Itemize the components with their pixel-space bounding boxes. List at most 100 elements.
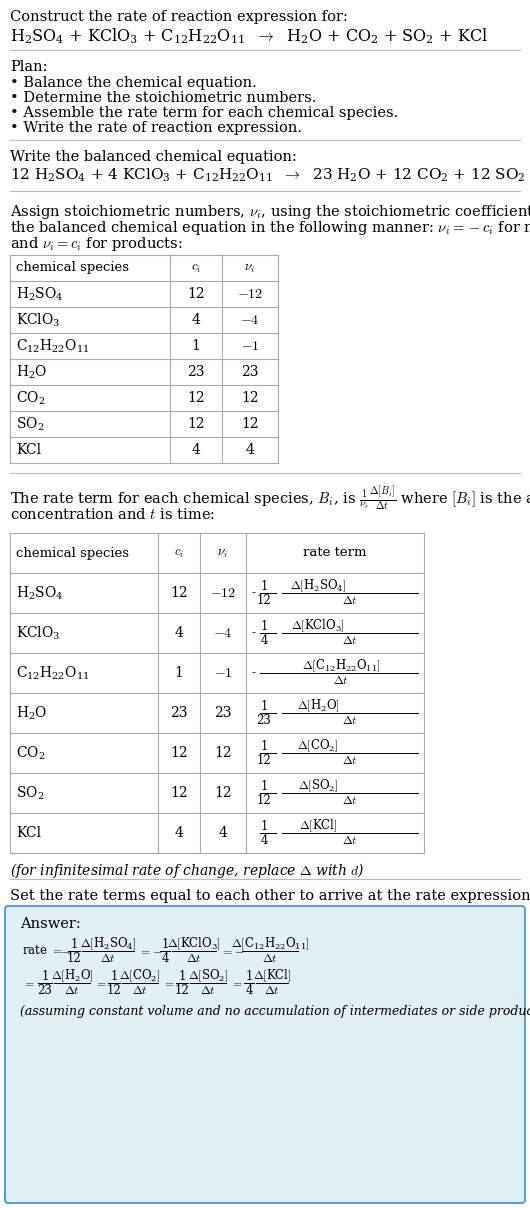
Text: $-1$: $-1$ [214, 666, 232, 680]
Text: $=$: $=$ [138, 945, 151, 958]
Text: • Assemble the rate term for each chemical species.: • Assemble the rate term for each chemic… [10, 106, 398, 120]
Text: 12: 12 [107, 983, 121, 997]
Text: $=$: $=$ [22, 976, 34, 989]
Text: $\mathregular{H_2O}$: $\mathregular{H_2O}$ [16, 364, 47, 381]
Text: $\Delta[\mathregular{C_{12}H_{22}O_{11}}]$: $\Delta[\mathregular{C_{12}H_{22}O_{11}}… [231, 936, 310, 952]
Text: $\Delta[\mathregular{C_{12}H_{22}O_{11}}]$: $\Delta[\mathregular{C_{12}H_{22}O_{11}}… [302, 658, 381, 674]
Text: 12: 12 [170, 586, 188, 600]
Text: 1: 1 [178, 970, 186, 982]
Text: $\Delta t$: $\Delta t$ [64, 983, 80, 997]
Text: $-$: $-$ [60, 945, 70, 958]
Text: $-4$: $-4$ [213, 626, 233, 640]
Text: $-$: $-$ [152, 945, 162, 958]
Text: 1: 1 [260, 580, 268, 592]
Text: $-$: $-$ [234, 945, 244, 958]
Text: 4: 4 [260, 834, 268, 847]
Text: $\mathregular{H_2SO_4}$: $\mathregular{H_2SO_4}$ [16, 285, 64, 303]
Text: $\Delta t$: $\Delta t$ [342, 593, 358, 606]
Text: $-4$: $-4$ [240, 313, 260, 327]
Text: 1: 1 [245, 970, 253, 982]
Text: $\Delta[\mathregular{KClO_3}]$: $\Delta[\mathregular{KClO_3}]$ [291, 617, 345, 634]
Text: $\Delta[\mathregular{SO_2}]$: $\Delta[\mathregular{SO_2}]$ [298, 778, 338, 794]
Text: $\Delta t$: $\Delta t$ [333, 674, 349, 686]
Text: $\mathregular{C_{12}H_{22}O_{11}}$: $\mathregular{C_{12}H_{22}O_{11}}$ [16, 664, 89, 681]
Text: Construct the rate of reaction expression for:: Construct the rate of reaction expressio… [10, 10, 348, 24]
Text: 23: 23 [241, 365, 259, 379]
Text: $\mathregular{SO_2}$: $\mathregular{SO_2}$ [16, 784, 45, 802]
Text: 4: 4 [174, 626, 183, 640]
Text: 12: 12 [187, 391, 205, 405]
Text: 1: 1 [260, 739, 268, 753]
Text: $\mathregular{C_{12}H_{22}O_{11}}$: $\mathregular{C_{12}H_{22}O_{11}}$ [16, 337, 89, 355]
Text: $=$: $=$ [162, 976, 174, 989]
Text: $\Delta t$: $\Delta t$ [262, 952, 278, 964]
Text: 1: 1 [174, 666, 183, 680]
Text: $\mathregular{H_2SO_4}$: $\mathregular{H_2SO_4}$ [16, 585, 64, 602]
Text: $\Delta t$: $\Delta t$ [200, 983, 216, 997]
Text: 1: 1 [260, 699, 268, 713]
Text: $\Delta[\mathregular{KCl}]$: $\Delta[\mathregular{KCl}]$ [253, 968, 292, 985]
Text: 4: 4 [191, 443, 200, 457]
Text: 23: 23 [38, 983, 52, 997]
FancyBboxPatch shape [5, 906, 525, 1203]
Text: $\Delta t$: $\Delta t$ [186, 952, 202, 964]
Text: 12: 12 [187, 288, 205, 301]
Text: 23: 23 [257, 714, 271, 726]
Text: • Determine the stoichiometric numbers.: • Determine the stoichiometric numbers. [10, 91, 316, 105]
Text: 12: 12 [257, 754, 271, 767]
Text: $\Delta t$: $\Delta t$ [342, 714, 358, 726]
Text: rate term: rate term [303, 546, 367, 559]
Text: $=$: $=$ [230, 976, 243, 989]
Text: chemical species: chemical species [16, 546, 129, 559]
Text: $=$: $=$ [94, 976, 107, 989]
Text: 1: 1 [161, 937, 169, 951]
Text: $-1$: $-1$ [241, 339, 259, 353]
Text: 12: 12 [241, 391, 259, 405]
Text: Assign stoichiometric numbers, $\nu_i$, using the stoichiometric coefficients, $: Assign stoichiometric numbers, $\nu_i$, … [10, 203, 530, 221]
Text: $\Delta t$: $\Delta t$ [264, 983, 280, 997]
Text: $\Delta[\mathregular{H_2O}]$: $\Delta[\mathregular{H_2O}]$ [51, 968, 93, 985]
Text: 4: 4 [191, 313, 200, 327]
Text: Answer:: Answer: [20, 917, 81, 931]
Text: 12: 12 [241, 417, 259, 431]
Text: 12: 12 [170, 747, 188, 760]
Text: $\Delta[\mathregular{H_2SO_4}]$: $\Delta[\mathregular{H_2SO_4}]$ [80, 936, 136, 952]
Text: • Balance the chemical equation.: • Balance the chemical equation. [10, 76, 257, 91]
Text: The rate term for each chemical species, $B_i$, is $\frac{1}{\nu_i}\frac{\Delta[: The rate term for each chemical species,… [10, 484, 530, 513]
Text: $\nu_i$: $\nu_i$ [244, 261, 255, 274]
Text: $\Delta t$: $\Delta t$ [100, 952, 116, 964]
Text: 12: 12 [174, 983, 189, 997]
Text: 12: 12 [187, 417, 205, 431]
Text: 1: 1 [70, 937, 78, 951]
Text: 12: 12 [257, 593, 271, 606]
Text: $\Delta[\mathregular{H_2O}]$: $\Delta[\mathregular{H_2O}]$ [297, 698, 339, 714]
Text: $=$: $=$ [220, 945, 233, 958]
Text: $\mathregular{KClO_3}$: $\mathregular{KClO_3}$ [16, 625, 60, 641]
Text: the balanced chemical equation in the following manner: $\nu_i = -c_i$ for react: the balanced chemical equation in the fo… [10, 219, 530, 237]
Text: 23: 23 [187, 365, 205, 379]
Text: $\Delta t$: $\Delta t$ [342, 754, 358, 767]
Text: 1: 1 [260, 819, 268, 832]
Text: $\Delta[\mathregular{CO_2}]$: $\Delta[\mathregular{CO_2}]$ [297, 738, 339, 754]
Text: $\mathregular{KClO_3}$: $\mathregular{KClO_3}$ [16, 312, 60, 329]
Text: 4: 4 [218, 826, 227, 840]
Text: concentration and $t$ is time:: concentration and $t$ is time: [10, 507, 215, 522]
Text: -: - [252, 627, 256, 639]
Text: 1: 1 [110, 970, 118, 982]
Text: KCl: KCl [16, 826, 41, 840]
Text: $c_i$: $c_i$ [174, 546, 184, 559]
Text: 4: 4 [245, 983, 253, 997]
Text: $\Delta t$: $\Delta t$ [342, 834, 358, 847]
Text: $\Delta t$: $\Delta t$ [342, 633, 358, 646]
Text: 12: 12 [214, 747, 232, 760]
Text: $-12$: $-12$ [210, 586, 236, 600]
Text: 12: 12 [170, 786, 188, 800]
Text: $\Delta t$: $\Delta t$ [132, 983, 148, 997]
Text: $\mathregular{CO_2}$: $\mathregular{CO_2}$ [16, 389, 46, 407]
Text: $\Delta[\mathregular{KCl}]$: $\Delta[\mathregular{KCl}]$ [299, 818, 337, 835]
Text: 12: 12 [67, 952, 82, 964]
Text: and $\nu_i = c_i$ for products:: and $\nu_i = c_i$ for products: [10, 236, 182, 252]
Text: $\mathregular{H_2SO_4}$ + $\mathregular{KClO_3}$ + $\mathregular{C_{12}H_{22}O_{: $\mathregular{H_2SO_4}$ + $\mathregular{… [10, 27, 488, 46]
Text: Plan:: Plan: [10, 60, 48, 74]
Text: (for infinitesimal rate of change, replace $\Delta$ with $d$): (for infinitesimal rate of change, repla… [10, 861, 365, 879]
